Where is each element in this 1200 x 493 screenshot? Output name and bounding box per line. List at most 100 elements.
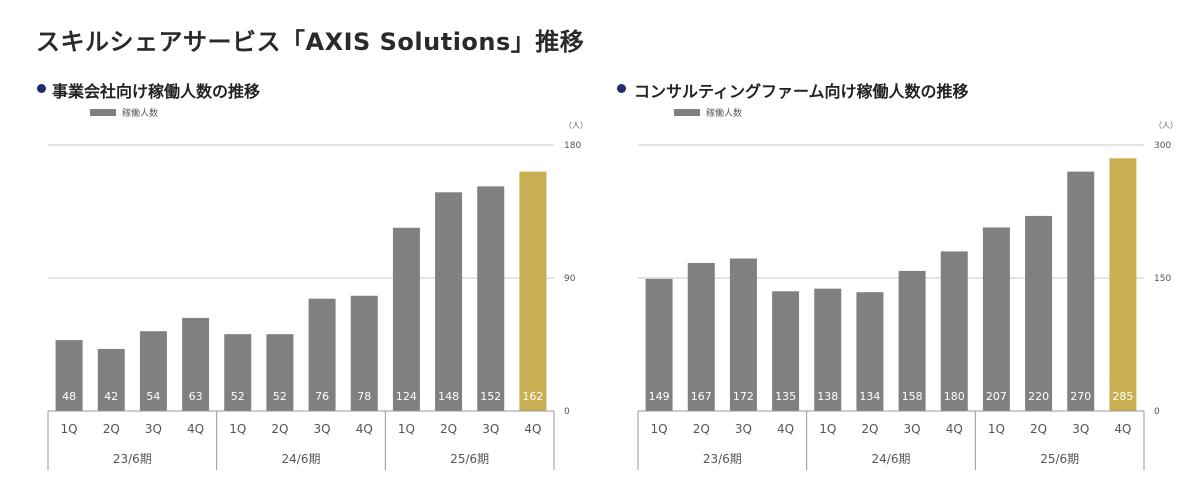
bullet-icon (617, 84, 626, 93)
x-group-label: 25/6期 (1040, 452, 1079, 466)
x-tick-label: 4Q (524, 422, 541, 436)
y-unit-label: （人） (1154, 121, 1178, 130)
x-tick-label: 4Q (777, 422, 794, 436)
x-group-label: 23/6期 (703, 452, 742, 466)
bar (224, 334, 252, 411)
bar (645, 278, 673, 411)
legend-swatch (674, 109, 700, 116)
data-label: 162 (522, 390, 543, 403)
chart-legend: 稼働人数 (90, 106, 158, 119)
y-tick-label: 90 (564, 274, 576, 284)
x-tick-label: 1Q (398, 422, 415, 436)
x-tick-label: 3Q (1072, 422, 1089, 436)
legend-label: 稼働人数 (706, 109, 743, 119)
data-label: 172 (733, 390, 754, 403)
bar (392, 227, 420, 411)
x-tick-label: 3Q (482, 422, 499, 436)
bar (182, 317, 210, 411)
bar (898, 270, 926, 411)
y-tick-label: 0 (1154, 407, 1160, 417)
bar (729, 258, 757, 411)
chart-panel-consulting: コンサルティングファーム向け稼働人数の推移 稼働人数 0 150 300 （人） 149… (590, 0, 1178, 493)
data-label: 63 (189, 390, 203, 403)
bar (687, 262, 715, 411)
x-tick-label: 4Q (1114, 422, 1131, 436)
data-label: 149 (649, 390, 670, 403)
bar (1109, 158, 1137, 411)
data-label: 207 (986, 390, 1007, 403)
data-label: 124 (396, 390, 417, 403)
page-title: スキルシェアサービス「AXIS Solutions」推移 (36, 28, 585, 56)
bar (1025, 215, 1053, 411)
data-label: 78 (357, 390, 371, 403)
x-tick-label: 2Q (693, 422, 710, 436)
data-label: 220 (1028, 390, 1049, 403)
x-tick-label: 2Q (271, 422, 288, 436)
y-tick-label: 0 (564, 407, 570, 417)
x-tick-label: 4Q (187, 422, 204, 436)
data-label: 167 (691, 390, 712, 403)
data-label: 270 (1070, 390, 1091, 403)
bar (139, 331, 167, 411)
x-group-label: 23/6期 (113, 452, 152, 466)
data-label: 180 (944, 390, 965, 403)
bar-chart-consulting: 0 150 300 （人） 149 167 172 135 138 134 158 180 207 220… (637, 121, 1178, 470)
x-tick-label: 3Q (145, 422, 162, 436)
bar (55, 340, 83, 411)
data-label: 52 (231, 390, 245, 403)
x-tick-label: 1Q (819, 422, 836, 436)
chart-panel-business: 事業会社向け稼働人数の推移 稼働人数 0 90 180 （人） 48 42 54 63 52 52… (0, 0, 588, 493)
bar (519, 171, 547, 411)
bar (982, 227, 1010, 411)
y-unit-label: （人） (564, 121, 588, 130)
bar (814, 288, 842, 411)
x-tick-label: 1Q (988, 422, 1005, 436)
data-label: 42 (104, 390, 118, 403)
x-tick-label: 1Q (651, 422, 668, 436)
x-tick-label: 3Q (314, 422, 331, 436)
x-tick-label: 2Q (103, 422, 120, 436)
x-tick-label: 2Q (1030, 422, 1047, 436)
chart-title: コンサルティングファーム向け稼働人数の推移 (634, 82, 969, 101)
bar (435, 192, 463, 411)
data-label: 76 (315, 390, 329, 403)
x-tick-label: 3Q (904, 422, 921, 436)
bar (308, 298, 336, 411)
bar (350, 295, 378, 411)
x-tick-label: 4Q (946, 422, 963, 436)
bar (772, 291, 800, 411)
legend-swatch (90, 109, 116, 116)
x-group-label: 24/6期 (872, 452, 911, 466)
chart-legend: 稼働人数 (674, 106, 742, 119)
data-label: 158 (902, 390, 923, 403)
data-label: 48 (62, 390, 76, 403)
y-tick-label: 150 (1154, 274, 1171, 284)
bar (1067, 171, 1095, 411)
bar (266, 334, 294, 411)
bullet-icon (37, 84, 46, 93)
bar-chart-business: 0 90 180 （人） 48 42 54 63 52 52 76 78 124 148 152 162 1Q 2… (47, 121, 588, 470)
y-tick-label: 180 (564, 141, 581, 151)
data-label: 52 (273, 390, 287, 403)
data-label: 54 (146, 390, 160, 403)
x-group-label: 24/6期 (282, 452, 321, 466)
data-label: 134 (859, 390, 880, 403)
chart-title: 事業会社向け稼働人数の推移 (52, 82, 261, 101)
x-tick-label: 1Q (229, 422, 246, 436)
data-label: 138 (817, 390, 838, 403)
x-tick-label: 2Q (440, 422, 457, 436)
data-label: 152 (480, 390, 501, 403)
data-label: 148 (438, 390, 459, 403)
data-label: 135 (775, 390, 796, 403)
bar (940, 251, 968, 411)
data-label: 285 (1112, 390, 1133, 403)
bar (477, 186, 505, 411)
x-tick-label: 1Q (61, 422, 78, 436)
x-tick-label: 2Q (861, 422, 878, 436)
bar (97, 348, 125, 411)
y-tick-label: 300 (1154, 141, 1171, 151)
x-group-label: 25/6期 (450, 452, 489, 466)
bar (856, 292, 884, 411)
x-tick-label: 3Q (735, 422, 752, 436)
legend-label: 稼働人数 (122, 109, 159, 119)
